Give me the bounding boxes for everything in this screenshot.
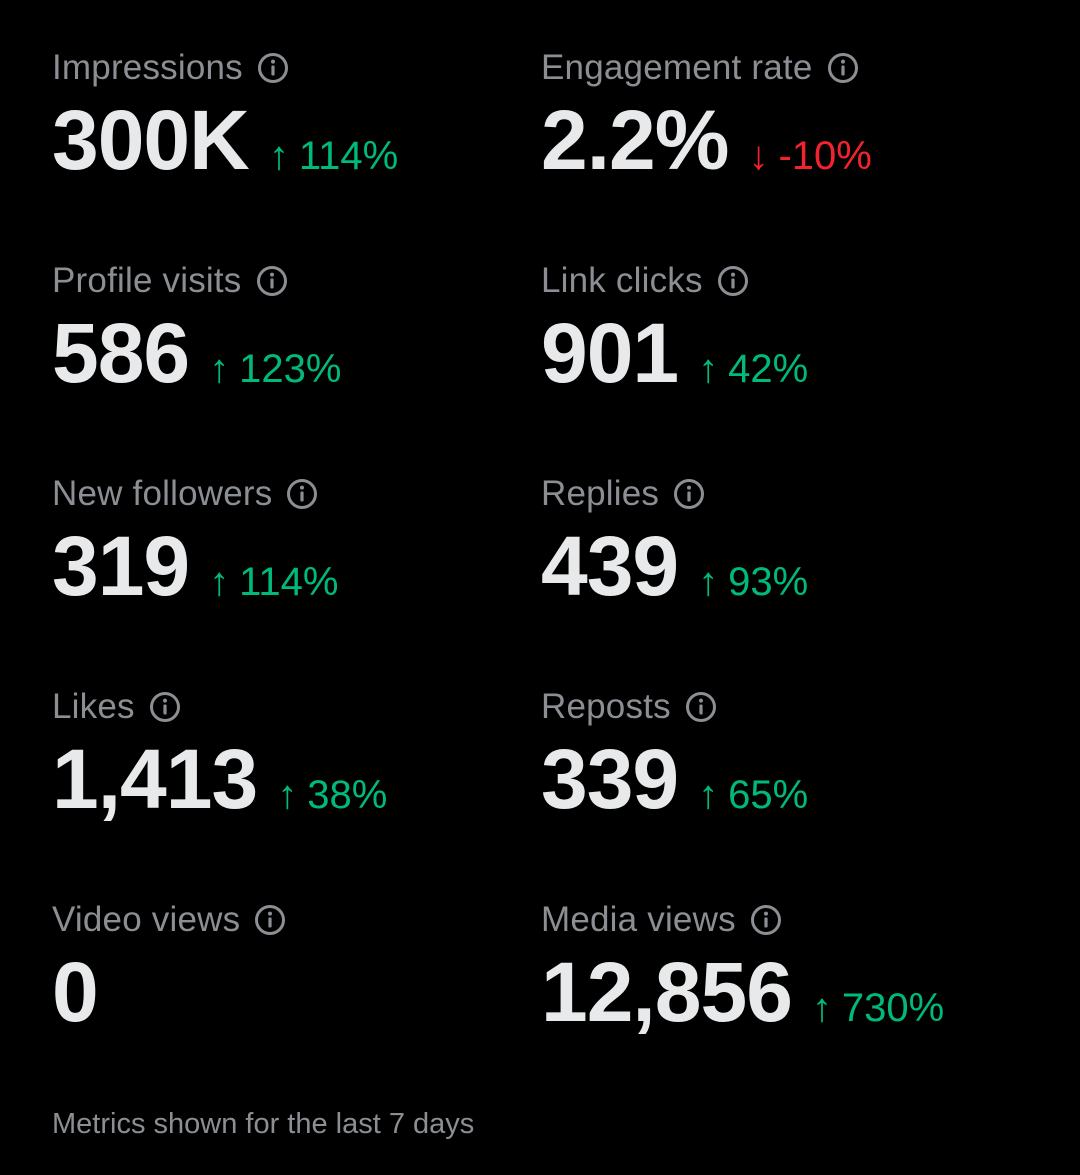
metric-label: Media views	[541, 900, 736, 939]
metric-change-badge: ↑ 38%	[277, 775, 387, 815]
metric-value: 12,856	[541, 945, 793, 1039]
metric-label: Reposts	[541, 687, 671, 726]
metric-change-percent: 114%	[239, 560, 339, 604]
arrow-down-icon: ↓	[748, 134, 769, 178]
arrow-up-icon: ↑	[277, 773, 298, 817]
info-circle-icon[interactable]	[673, 478, 705, 510]
metric-profile-visits: Profile visits 586 ↑ 123%	[52, 257, 532, 457]
metric-value-row: 300K ↑ 114%	[52, 98, 532, 182]
metric-label-row: Impressions	[52, 44, 532, 92]
metric-change-badge: ↑ 730%	[812, 988, 944, 1028]
arrow-up-icon: ↑	[209, 560, 230, 604]
metric-value-row: 0	[52, 950, 532, 1034]
metric-change-percent: 42%	[728, 347, 809, 391]
info-circle-icon[interactable]	[685, 691, 717, 723]
metric-change-percent: 730%	[841, 986, 945, 1030]
metric-value-row: 901 ↑ 42%	[541, 311, 1021, 395]
info-circle-icon[interactable]	[254, 904, 286, 936]
metric-new-followers: New followers 319 ↑ 114%	[52, 470, 532, 670]
metric-value: 0	[52, 945, 99, 1039]
metric-value: 2.2%	[541, 93, 729, 187]
metric-change-percent: 38%	[307, 773, 388, 817]
metric-label: Likes	[52, 687, 135, 726]
metric-replies: Replies 439 ↑ 93%	[541, 470, 1021, 670]
metric-label-row: Likes	[52, 683, 532, 731]
arrow-up-icon: ↑	[698, 560, 719, 604]
metric-link-clicks: Link clicks 901 ↑ 42%	[541, 257, 1021, 457]
metric-value: 300K	[52, 93, 250, 187]
metric-value: 439	[541, 519, 679, 613]
metric-value-row: 439 ↑ 93%	[541, 524, 1021, 608]
metric-label: Link clicks	[541, 261, 703, 300]
metric-change-percent: -10%	[778, 134, 872, 178]
metric-change-badge: ↑ 114%	[209, 562, 338, 602]
metric-label-row: Engagement rate	[541, 44, 1021, 92]
metric-value: 319	[52, 519, 190, 613]
metric-value: 586	[52, 306, 190, 400]
metric-change-badge: ↑ 123%	[209, 349, 341, 389]
arrow-up-icon: ↑	[698, 773, 719, 817]
metric-change-percent: 123%	[239, 347, 342, 391]
metric-label-row: New followers	[52, 470, 532, 518]
arrow-up-icon: ↑	[209, 347, 230, 391]
info-circle-icon[interactable]	[256, 265, 288, 297]
metric-value-row: 339 ↑ 65%	[541, 737, 1021, 821]
metric-change-badge: ↓ -10%	[748, 136, 871, 176]
arrow-up-icon: ↑	[698, 347, 719, 391]
metric-likes: Likes 1,413 ↑ 38%	[52, 683, 532, 883]
metric-label-row: Video views	[52, 896, 532, 944]
metric-label: Video views	[52, 900, 241, 939]
metric-label: Profile visits	[52, 261, 242, 300]
metric-change-badge: ↑ 114%	[269, 136, 398, 176]
metric-value-row: 1,413 ↑ 38%	[52, 737, 532, 821]
info-circle-icon[interactable]	[286, 478, 318, 510]
metric-value: 339	[541, 732, 679, 826]
metric-value: 901	[541, 306, 679, 400]
info-circle-icon[interactable]	[257, 52, 289, 84]
metric-change-badge: ↑ 93%	[698, 562, 808, 602]
metric-change-badge: ↑ 65%	[698, 775, 808, 815]
metric-label: Replies	[541, 474, 660, 513]
metric-label-row: Media views	[541, 896, 1021, 944]
metric-impressions: Impressions 300K ↑ 114%	[52, 44, 532, 244]
metric-label: New followers	[52, 474, 273, 513]
metric-label-row: Profile visits	[52, 257, 532, 305]
info-circle-icon[interactable]	[149, 691, 181, 723]
metric-change-percent: 114%	[298, 134, 399, 178]
metric-label-row: Reposts	[541, 683, 1021, 731]
metric-value: 1,413	[52, 732, 258, 826]
metric-value-row: 2.2% ↓ -10%	[541, 98, 1021, 182]
info-circle-icon[interactable]	[827, 52, 859, 84]
metric-engagement-rate: Engagement rate 2.2% ↓ -10%	[541, 44, 1021, 244]
metric-change-badge: ↑ 42%	[698, 349, 808, 389]
metric-value-row: 12,856 ↑ 730%	[541, 950, 1021, 1034]
metric-reposts: Reposts 339 ↑ 65%	[541, 683, 1021, 883]
metric-change-percent: 93%	[728, 560, 809, 604]
metric-value-row: 319 ↑ 114%	[52, 524, 532, 608]
metric-label: Engagement rate	[541, 48, 813, 87]
metric-change-percent: 65%	[728, 773, 809, 817]
info-circle-icon[interactable]	[750, 904, 782, 936]
metric-label-row: Replies	[541, 470, 1021, 518]
metrics-footer-note: Metrics shown for the last 7 days	[52, 1108, 475, 1140]
metric-media-views: Media views 12,856 ↑ 730%	[541, 896, 1021, 1096]
metric-value-row: 586 ↑ 123%	[52, 311, 532, 395]
info-circle-icon[interactable]	[717, 265, 749, 297]
metric-label: Impressions	[52, 48, 243, 87]
metric-video-views: Video views 0	[52, 896, 532, 1096]
arrow-up-icon: ↑	[268, 134, 289, 178]
arrow-up-icon: ↑	[811, 986, 832, 1030]
metric-label-row: Link clicks	[541, 257, 1021, 305]
